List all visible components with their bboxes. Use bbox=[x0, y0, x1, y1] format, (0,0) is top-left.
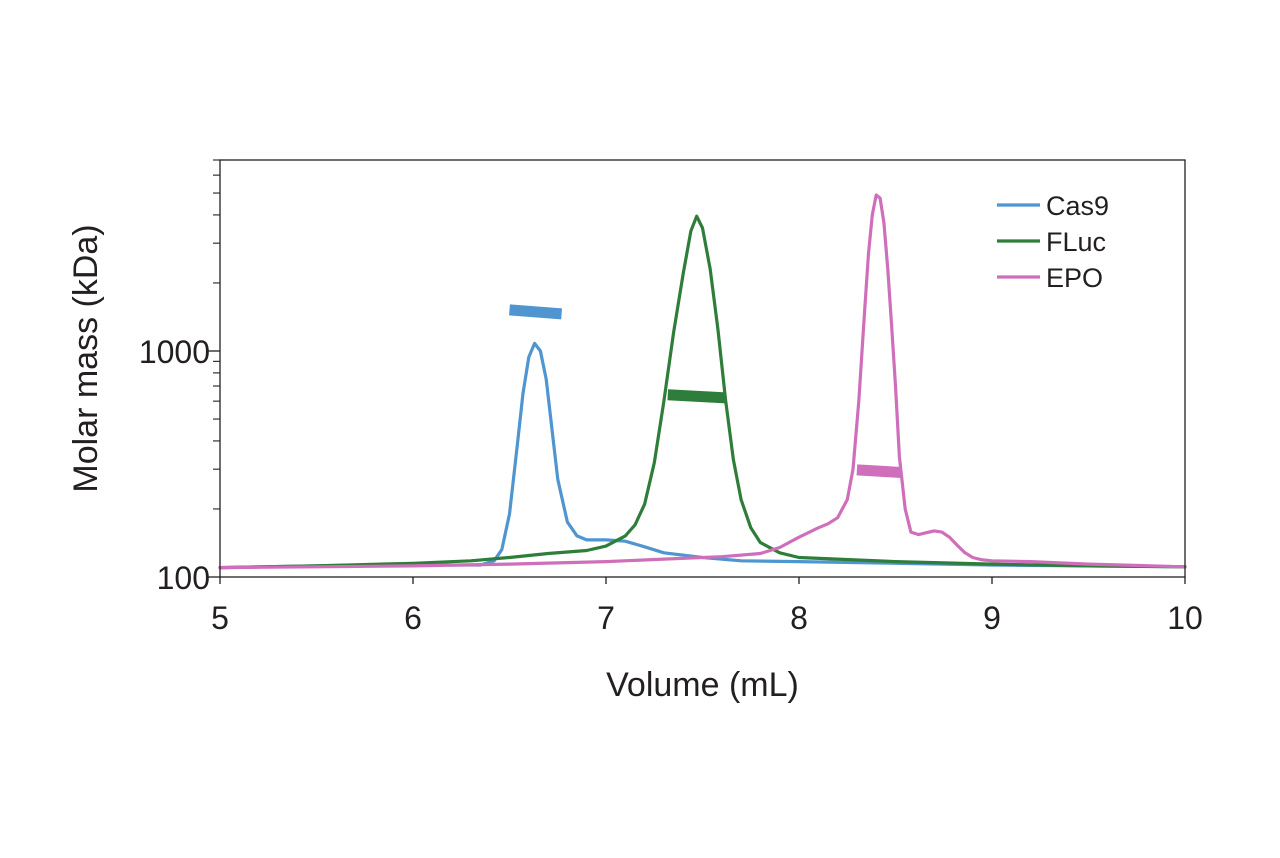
x-tick-label: 9 bbox=[983, 600, 1001, 636]
molar-mass-epo bbox=[856, 464, 902, 478]
trace-fluc bbox=[218, 214, 1187, 570]
plot-frame bbox=[219, 159, 1186, 578]
trace-epo bbox=[218, 193, 1187, 570]
y-tick-label: 1000 bbox=[139, 334, 210, 370]
x-axis-ticks: 5 6 7 8 9 10 bbox=[211, 577, 1203, 636]
molar-mass-segments bbox=[509, 304, 902, 478]
x-tick-label: 5 bbox=[211, 600, 229, 636]
chromatogram-traces bbox=[218, 193, 1187, 570]
y-axis-ticks: 100 1000 bbox=[139, 334, 220, 596]
y-minor-ticks bbox=[213, 159, 220, 510]
x-tick-label: 6 bbox=[404, 600, 422, 636]
molar-mass-cas9 bbox=[509, 304, 563, 320]
x-tick-label: 10 bbox=[1167, 600, 1203, 636]
trace-cas9 bbox=[218, 341, 1187, 570]
y-axis-label: Molar mass (kDa) bbox=[67, 224, 105, 492]
legend-label-epo: EPO bbox=[1046, 263, 1103, 293]
x-axis-label: Volume (mL) bbox=[606, 666, 799, 704]
x-tick-label: 7 bbox=[597, 600, 615, 636]
legend-label-cas9: Cas9 bbox=[1046, 191, 1109, 221]
legend-label-fluc: FLuc bbox=[1046, 227, 1106, 257]
molar-mass-fluc bbox=[667, 389, 726, 404]
legend: Cas9 FLuc EPO bbox=[997, 191, 1109, 293]
y-tick-label: 100 bbox=[157, 560, 210, 596]
x-tick-label: 8 bbox=[790, 600, 808, 636]
